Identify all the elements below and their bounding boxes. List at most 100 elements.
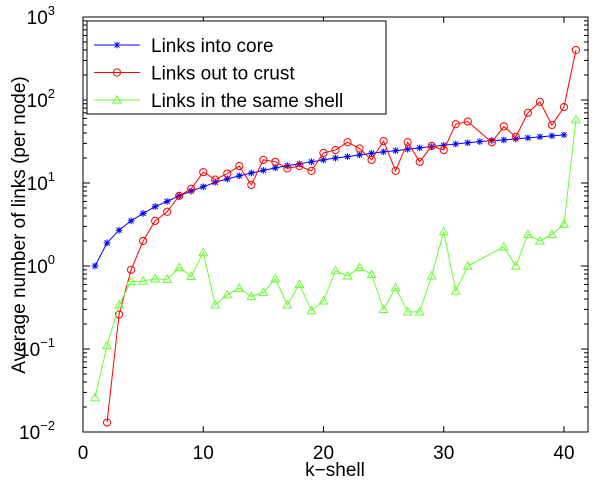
series-layer	[89, 45, 582, 427]
data-point	[306, 305, 317, 315]
data-point	[392, 147, 400, 155]
data-point	[524, 134, 532, 142]
data-point	[198, 247, 209, 257]
data-point	[356, 151, 363, 159]
data-point	[343, 138, 352, 147]
data-point	[438, 226, 449, 236]
y-tick-label: 103	[27, 3, 55, 29]
y-tick-exponent: 2	[48, 86, 55, 101]
data-point	[534, 235, 545, 245]
series-line	[94, 134, 564, 267]
data-point	[307, 166, 316, 175]
data-point	[223, 175, 231, 183]
data-point	[416, 144, 424, 152]
data-point	[186, 271, 197, 281]
data-point	[476, 138, 484, 146]
data-point	[163, 207, 172, 216]
legend-label: Links in the same shell	[151, 91, 343, 112]
x-tick-label: 0	[78, 443, 89, 464]
data-point	[560, 131, 568, 139]
data-point	[464, 139, 472, 147]
data-point	[319, 148, 328, 158]
data-point	[522, 229, 533, 239]
data-point	[211, 178, 219, 186]
data-point	[380, 148, 387, 156]
data-point	[344, 153, 351, 161]
data-point	[570, 114, 582, 124]
data-point	[138, 275, 149, 285]
data-point	[150, 273, 161, 283]
data-point	[452, 140, 460, 148]
data-point	[331, 145, 340, 155]
data-point	[440, 141, 448, 149]
data-point	[403, 138, 412, 147]
legend-label: Links out to crust	[151, 64, 295, 85]
data-point	[235, 172, 243, 180]
data-point	[354, 262, 365, 272]
data-point	[462, 260, 473, 270]
data-point	[342, 270, 353, 280]
data-point	[415, 157, 424, 166]
data-point	[450, 285, 461, 295]
y-tick-exponent: 3	[48, 3, 55, 18]
data-point	[139, 210, 147, 217]
data-point	[126, 265, 136, 274]
data-point	[139, 236, 148, 246]
data-point	[498, 241, 509, 251]
data-point	[510, 260, 521, 270]
data-point	[127, 217, 135, 225]
y-tick-label: 101	[27, 169, 55, 195]
data-point	[390, 282, 401, 292]
data-point	[546, 229, 557, 239]
y-tick-exponent: −1	[40, 335, 55, 350]
plot-frame	[82, 16, 589, 433]
y-tick-base: 10	[27, 257, 48, 278]
legend-item: Links into core	[94, 36, 274, 57]
data-point	[174, 262, 185, 272]
data-point	[463, 117, 472, 126]
data-point	[235, 161, 244, 171]
data-point	[500, 136, 508, 144]
x-tick-label: 10	[193, 443, 214, 464]
data-point	[222, 289, 233, 299]
data-point	[330, 265, 341, 275]
data-point	[187, 187, 195, 195]
data-point	[210, 299, 221, 309]
legend: Links into core Links out to crust Links i…	[86, 20, 387, 115]
data-point	[512, 135, 520, 143]
data-point	[559, 103, 569, 112]
data-point	[355, 144, 364, 153]
data-point	[151, 216, 160, 225]
legend-item: Links out to crust	[94, 64, 295, 85]
data-point	[234, 283, 245, 292]
data-point	[488, 137, 496, 144]
y-tick-label: 10−2	[19, 418, 55, 444]
series-3	[89, 114, 582, 402]
data-point	[91, 262, 99, 270]
series-line	[94, 119, 577, 398]
data-point	[271, 157, 280, 166]
y-tick-base: 10	[27, 174, 48, 195]
y-tick-exponent: 0	[48, 252, 55, 267]
legend-label: Links into core	[151, 36, 274, 57]
y-tick-base: 10	[19, 340, 40, 361]
data-point	[294, 279, 305, 289]
data-point	[102, 418, 112, 427]
data-point	[271, 164, 279, 172]
data-point	[426, 270, 437, 280]
x-axis: 0 10 20 30 40	[78, 17, 575, 464]
data-point	[402, 306, 413, 316]
data-point	[378, 304, 389, 314]
y-tick-exponent: −2	[40, 418, 55, 433]
data-point	[318, 295, 329, 305]
data-point	[126, 276, 137, 286]
y-tick-base: 10	[27, 8, 48, 29]
data-point	[187, 184, 196, 193]
data-point	[451, 120, 460, 129]
y-tick-label: 10−1	[19, 335, 55, 361]
legend-marker	[113, 41, 121, 49]
data-point	[247, 180, 256, 189]
data-point	[367, 155, 376, 164]
data-point	[284, 162, 291, 170]
data-point	[523, 108, 532, 117]
